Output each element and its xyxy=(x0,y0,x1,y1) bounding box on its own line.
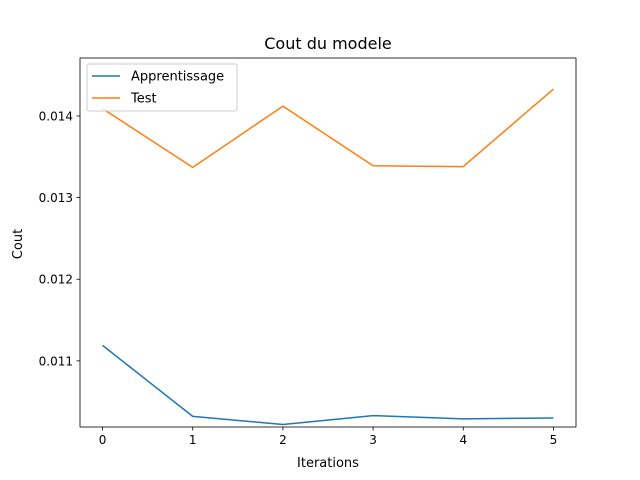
legend-box xyxy=(86,63,238,112)
y-tick-label: 0.014 xyxy=(39,109,73,123)
x-tick-label: 3 xyxy=(369,433,377,447)
series-line-1 xyxy=(102,88,554,169)
legend: Apprentissage Test xyxy=(86,63,238,112)
x-tick-label: 1 xyxy=(189,433,197,447)
x-tick-label: 2 xyxy=(279,433,287,447)
legend-label-1: Test xyxy=(130,92,157,107)
chart-title: Cout du modele xyxy=(264,34,392,53)
plot-area: 0 1 2 3 4 5 0.011 0.012 0.013 0.014 xyxy=(39,57,577,447)
y-tick-label: 0.013 xyxy=(39,191,73,205)
x-tick-label: 5 xyxy=(550,433,558,447)
plot-frame xyxy=(79,57,577,428)
x-tick-label: 0 xyxy=(99,433,107,447)
x-tick-label: 4 xyxy=(459,433,467,447)
y-tick-label: 0.011 xyxy=(39,354,73,368)
y-axis-label: Cout xyxy=(11,229,26,259)
y-tick-label: 0.012 xyxy=(39,273,73,287)
series-line-0 xyxy=(102,344,554,426)
x-axis-label: Iterations xyxy=(297,456,359,471)
legend-label-0: Apprentissage xyxy=(131,70,224,85)
